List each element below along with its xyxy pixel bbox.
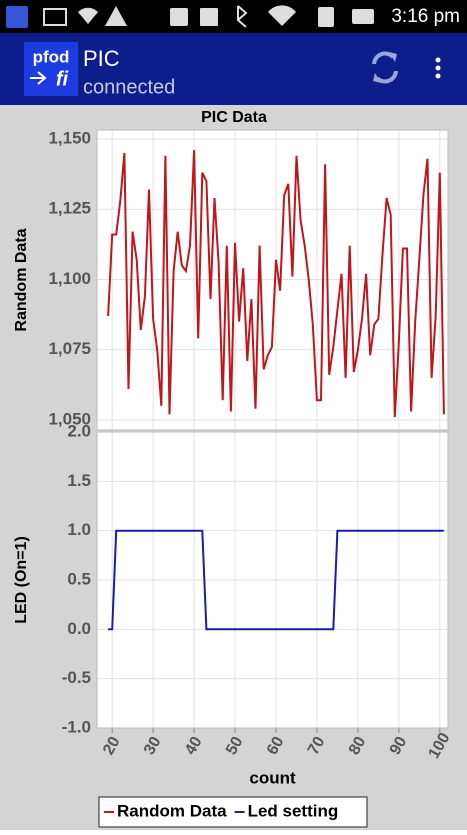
legend-entries: Random Data Led setting (104, 801, 338, 820)
y-tick-label: 1.5 (67, 471, 91, 490)
x-tick-label: 20 (100, 734, 124, 758)
logo-bottom: fi (56, 68, 69, 90)
status-icons (6, 5, 374, 28)
y-tick-label: 1,050 (48, 409, 91, 428)
refresh-button[interactable] (372, 51, 398, 84)
y-axis-label: LED (On=1) (13, 536, 30, 624)
y-tick-label: 0.5 (67, 569, 91, 588)
plot-frame (96, 431, 449, 729)
y-tick-label: 2.0 (67, 421, 91, 440)
chart-title: PIC Data (201, 109, 267, 126)
y-tick-label: 0.0 (67, 619, 91, 638)
logo-top: pfod (33, 47, 70, 66)
legend-label: Led setting (248, 801, 339, 820)
app-title: PIC (83, 46, 120, 71)
clock: 3:16 pm (391, 6, 460, 27)
app-logo (24, 42, 78, 96)
x-tick-label: 60 (264, 734, 288, 758)
menu-button[interactable] (435, 57, 441, 79)
y-tick-label: 1,125 (48, 199, 91, 218)
plot-area (97, 130, 448, 430)
logo-arrow (30, 71, 47, 85)
data-line (108, 529, 444, 631)
x-tick-label: 40 (182, 734, 206, 758)
y-tick-label: -0.5 (62, 668, 91, 687)
x-tick-label: 90 (387, 734, 411, 758)
y-tick-label: -1.0 (62, 717, 91, 736)
plot-frame (96, 129, 449, 431)
y-tick-label: 1.0 (67, 520, 91, 539)
y-tick-label: 1,150 (48, 128, 91, 147)
legend (98, 796, 368, 828)
x-axis-label: count (249, 768, 296, 787)
y-axis-label: Random Data (13, 228, 30, 331)
x-tick-label: 80 (346, 734, 370, 758)
y-tick-label: 1,100 (48, 269, 91, 288)
x-tick-label: 50 (223, 734, 247, 758)
status-bar (0, 0, 467, 33)
app-subtitle: connected (83, 76, 175, 98)
x-tick-label: 70 (305, 734, 329, 758)
data-line (107, 150, 445, 418)
y-tick-label: 1,075 (48, 339, 91, 358)
x-tick-label: 30 (141, 734, 165, 758)
legend-label: Random Data (117, 801, 227, 820)
